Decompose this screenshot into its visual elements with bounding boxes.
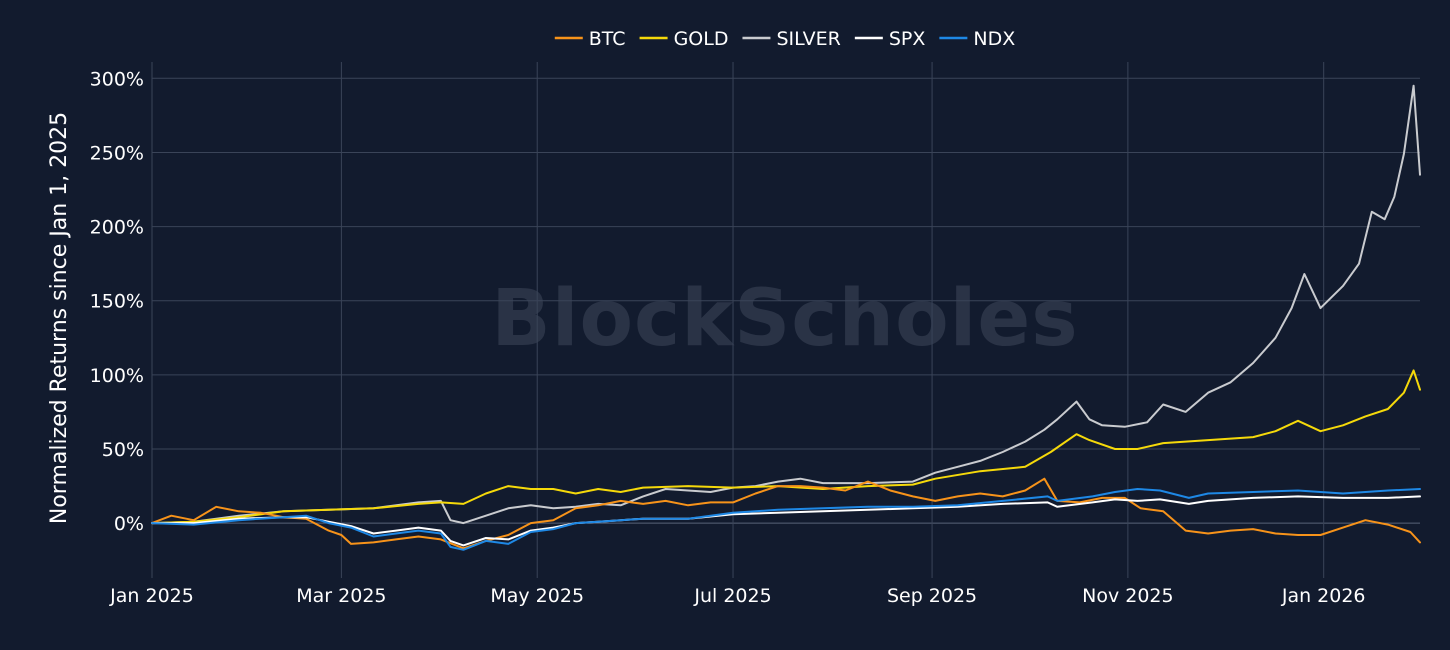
series-line-gold [151,369,1421,525]
legend-item-silver[interactable]: SILVER [742,28,841,50]
watermark: BlockScholes [491,274,1078,364]
legend-label: SILVER [776,28,840,50]
x-tick-label: Sep 2025 [887,585,977,607]
legend-item-spx[interactable]: SPX [854,28,926,50]
y-tick-label: 150% [90,291,144,313]
x-tick-label: Mar 2025 [296,585,386,607]
series-line-spx [151,495,1421,547]
legend: BTC GOLD SILVER SPX NDX [554,28,1015,50]
legend-item-btc[interactable]: BTC [554,28,626,50]
legend-label: GOLD [674,28,729,50]
x-tick-label: Jan 2025 [109,585,194,607]
y-tick-label: 250% [90,142,144,164]
x-tick-label: May 2025 [490,585,584,607]
x-tick-label: Nov 2025 [1082,585,1173,607]
y-tick-label: 300% [90,68,144,90]
legend-item-ndx[interactable]: NDX [939,28,1015,50]
legend-label: BTC [589,28,626,50]
y-tick-label: 100% [90,365,144,387]
y-tick-label: 0% [114,513,144,535]
x-tick-label: Jul 2025 [693,585,771,607]
x-tick-label: Jan 2026 [1281,585,1366,607]
legend-item-gold[interactable]: GOLD [639,28,729,50]
y-tick-label: 50% [102,439,144,461]
series-line-silver [151,84,1421,525]
legend-label: SPX [889,28,926,50]
series-lines [151,84,1421,551]
legend-label: NDX [973,28,1015,50]
axes: 0% 50% 100% 150% 200% 250% 300% Jan 2025 Mar 202… [90,68,1366,607]
series-line-btc [151,477,1421,550]
y-axis-title: Normalized Returns since Jan 1, 2025 [47,112,72,524]
series-line-ndx [151,488,1421,551]
y-tick-label: 200% [90,217,144,239]
